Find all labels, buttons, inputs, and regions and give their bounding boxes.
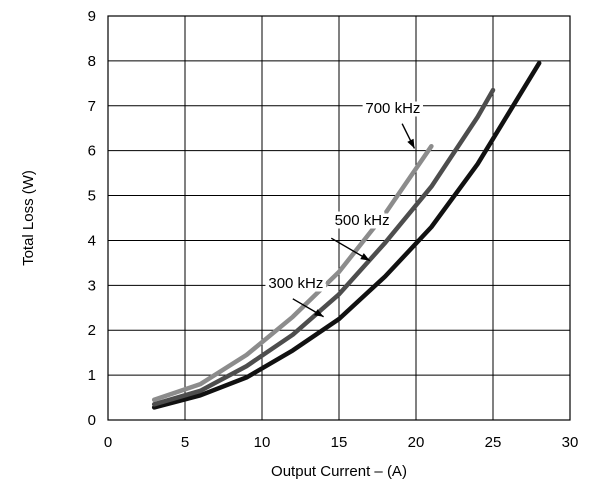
annotation-label: 300 kHz: [268, 275, 323, 292]
x-tick-labels: 0 5 10 15 20 25 30: [104, 434, 579, 451]
x-tick-label: 20: [408, 434, 425, 451]
plot-frame: [107, 15, 571, 421]
y-tick-label: 0: [88, 412, 96, 429]
series-lines: [151, 60, 542, 410]
x-tick-label: 5: [181, 434, 189, 451]
x-tick-label: 15: [331, 434, 348, 451]
annotation-arrowhead: [314, 309, 324, 317]
y-axis-title: Total Loss (W): [20, 170, 37, 266]
series-line-1: [151, 87, 496, 407]
y-tick-label: 7: [88, 98, 96, 115]
y-tick-label: 2: [88, 322, 96, 339]
x-tick-label: 0: [104, 434, 112, 451]
y-tick-label: 1: [88, 367, 96, 384]
x-tick-label: 30: [562, 434, 579, 451]
y-tick-label: 8: [88, 53, 96, 70]
y-tick-label: 5: [88, 188, 96, 205]
y-tick-labels: 0 1 2 3 4 5 6 7 8 9: [88, 8, 96, 429]
x-axis-title: Output Current – (A): [271, 463, 407, 480]
x-tick-label: 10: [254, 434, 271, 451]
y-tick-label: 3: [88, 277, 96, 294]
annotation-label: 700 kHz: [365, 100, 420, 117]
y-tick-label: 6: [88, 143, 96, 160]
x-tick-label: 25: [485, 434, 502, 451]
annotation-label: 500 kHz: [335, 212, 390, 229]
annotation-arrowhead: [407, 138, 415, 149]
annotation-arrowhead: [360, 253, 370, 261]
y-tick-label: 4: [88, 232, 96, 249]
series-line-0: [151, 60, 542, 410]
y-tick-label: 9: [88, 8, 96, 25]
annotations: 700 kHz 500 kHz 300 kHz: [265, 97, 424, 318]
series-line-2: [151, 143, 434, 403]
